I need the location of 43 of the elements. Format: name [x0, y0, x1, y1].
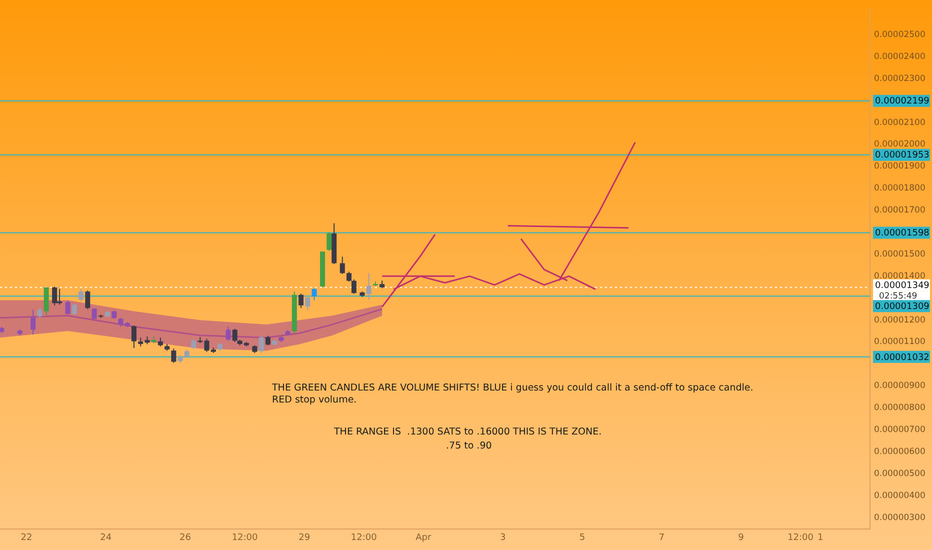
x-tick-label: 9 — [738, 532, 744, 543]
x-tick-label: 12:00 — [350, 532, 378, 543]
y-tick-label: 0.00000700 — [874, 424, 926, 435]
y-tick-label: 0.00002100 — [874, 118, 926, 128]
ref-line-label: 0.00001598 — [875, 228, 930, 239]
y-tick-label: 0.00002500 — [874, 30, 926, 40]
annotation: THE RANGE IS .1300 SATS to .16000 THIS IS THE ZONE. — [333, 426, 602, 438]
y-tick-label: 0.00002300 — [874, 74, 926, 84]
ref-line-label: 0.00001032 — [875, 352, 930, 363]
x-tick-label: 3 — [500, 532, 506, 543]
ref-line-label: 0.00001349 — [875, 281, 930, 292]
x-tick-label: 5 — [579, 532, 586, 543]
y-tick-label: 0.00000600 — [874, 446, 926, 457]
y-tick-label: 0.00001800 — [874, 184, 926, 194]
x-tick-label: 7 — [658, 532, 664, 543]
y-tick-label: 0.00002400 — [874, 52, 926, 62]
y-tick-label: 0.00001900 — [874, 162, 926, 172]
ref-line-label: 0.00001309 — [875, 302, 930, 312]
y-tick-label: 0.00002000 — [874, 140, 926, 150]
y-tick-label: 0.00001700 — [874, 206, 926, 216]
y-tick-label: 0.00000800 — [874, 403, 926, 414]
ref-line-label: 0.00002199 — [875, 96, 930, 107]
y-tick-label: 0.00000500 — [874, 468, 926, 479]
x-tick-label: 12:00 — [788, 532, 814, 543]
x-tick-label: 24 — [100, 532, 112, 543]
x-tick-label: 29 — [298, 532, 310, 543]
y-tick-label: 0.00001400 — [874, 271, 926, 282]
x-tick-label: 26 — [180, 532, 192, 543]
y-tick-label: 0.00000300 — [874, 512, 926, 523]
ref-line-label: 0.00001953 — [875, 150, 930, 161]
x-tick-label: Apr — [416, 532, 432, 543]
annotation: RED stop volume. — [272, 394, 357, 406]
x-tick-label: 22 — [20, 532, 32, 543]
text: 02:55:49 — [879, 292, 918, 302]
y-tick-label: 0.00001200 — [874, 315, 926, 326]
annotation: THE GREEN CANDLES ARE VOLUME SHIFTS! BLUE i guess you could call it a send-off to space candle. — [271, 382, 754, 394]
y-tick-label: 0.00000400 — [874, 490, 926, 501]
x-tick-label: 1 — [818, 532, 824, 543]
y-tick-label: 0.00000900 — [874, 381, 926, 392]
y-tick-label: 0.00001500 — [874, 249, 926, 260]
x-tick-label: 12:00 — [232, 532, 258, 543]
annotation: .75 to .90 — [446, 440, 492, 452]
y-tick-label: 0.00001100 — [874, 337, 926, 348]
